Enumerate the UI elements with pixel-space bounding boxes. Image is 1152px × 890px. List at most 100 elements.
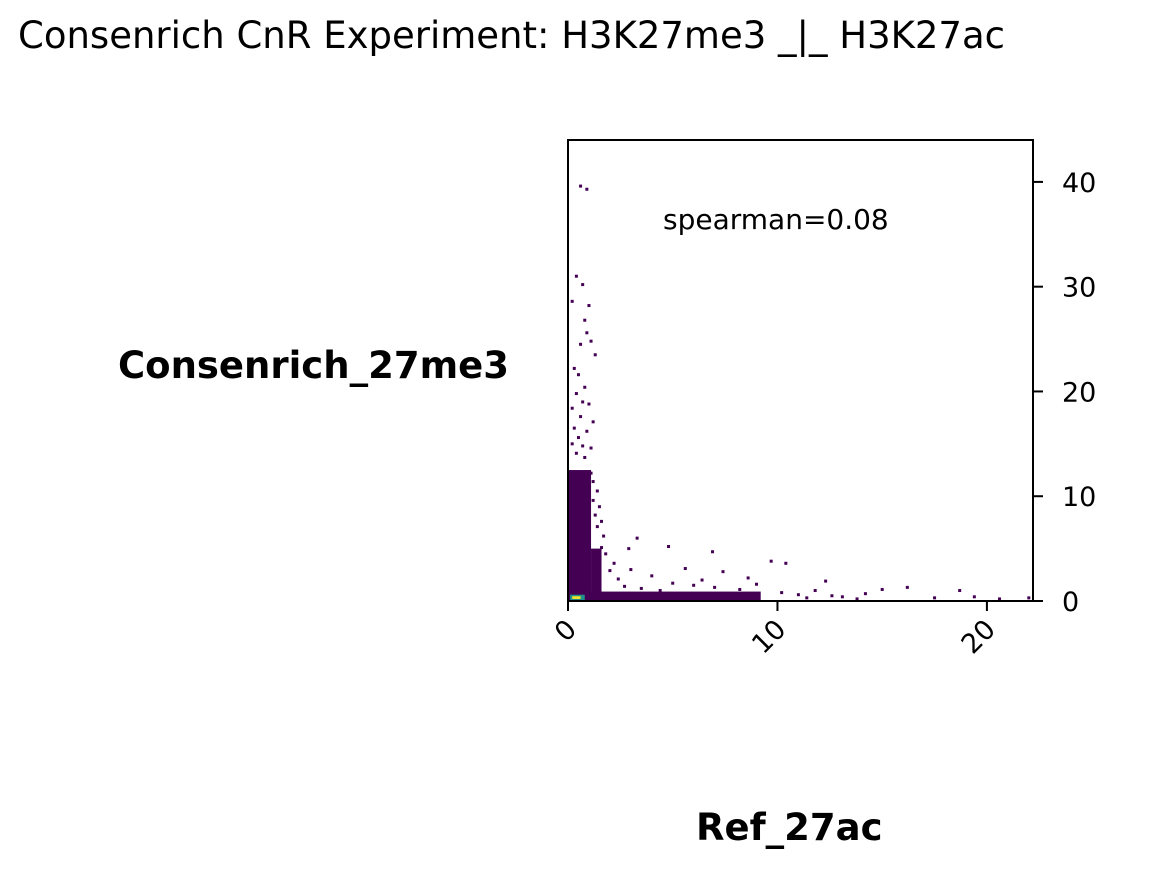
data-point <box>583 455 587 459</box>
density-column <box>568 470 592 601</box>
data-point <box>602 534 606 538</box>
data-point <box>1027 596 1031 600</box>
data-point <box>738 587 742 591</box>
data-point <box>746 576 750 580</box>
data-point <box>591 480 595 484</box>
data-point <box>589 339 593 343</box>
data-point <box>650 574 654 578</box>
density-column <box>591 548 602 601</box>
data-point <box>579 342 583 346</box>
data-point <box>671 581 675 585</box>
y-tick-label: 10 <box>1062 482 1096 513</box>
data-point <box>583 385 587 389</box>
data-point <box>608 569 612 573</box>
data-point <box>585 187 589 191</box>
data-point <box>958 589 962 593</box>
data-point <box>581 283 585 287</box>
data-point <box>595 489 599 493</box>
data-point <box>600 519 604 523</box>
y-tick-label: 0 <box>1062 587 1079 618</box>
data-point <box>572 366 576 370</box>
data-point <box>880 587 884 591</box>
data-point <box>840 595 844 599</box>
data-point <box>683 567 687 571</box>
data-point <box>933 596 937 600</box>
y-tick-label: 20 <box>1062 377 1096 408</box>
data-point <box>585 429 589 433</box>
data-point <box>639 586 643 590</box>
data-point <box>581 400 585 404</box>
data-point <box>855 597 859 601</box>
spearman-annotation: spearman=0.08 <box>663 203 889 236</box>
data-point <box>581 444 585 448</box>
x-tick-label: 0 <box>549 614 583 648</box>
data-point <box>591 420 595 424</box>
data-point <box>572 426 576 430</box>
data-point <box>595 525 599 529</box>
x-tick-label: 10 <box>746 614 792 660</box>
data-point <box>667 545 671 549</box>
data-point <box>796 593 800 597</box>
data-point <box>830 594 834 598</box>
data-point <box>755 582 759 586</box>
data-point <box>585 331 589 335</box>
data-point <box>570 406 574 410</box>
data-point <box>616 577 620 581</box>
data-point <box>784 561 788 565</box>
data-point <box>574 392 578 396</box>
data-point <box>824 579 828 583</box>
x-tick-label: 20 <box>956 614 1002 660</box>
data-point <box>587 304 591 308</box>
data-point <box>627 547 631 551</box>
data-point <box>583 318 587 322</box>
data-point <box>574 274 578 278</box>
data-point <box>805 596 809 600</box>
data-point <box>863 592 867 596</box>
chart-title: Consenrich CnR Experiment: H3K27me3 _|_ … <box>18 14 1005 57</box>
data-point <box>587 402 591 406</box>
data-point <box>713 585 717 589</box>
x-axis-label: Ref_27ac <box>696 806 883 849</box>
data-point <box>604 552 608 556</box>
data-point <box>576 436 580 440</box>
data-point <box>711 550 715 554</box>
data-point <box>780 591 784 595</box>
data-point <box>593 353 597 357</box>
data-point <box>589 446 593 450</box>
y-axis-ticks: 0 10 20 30 40 <box>1033 168 1096 618</box>
density-band <box>568 591 761 601</box>
y-tick-label: 30 <box>1062 273 1096 304</box>
data-point <box>593 513 597 517</box>
data-point <box>600 546 604 550</box>
data-point <box>570 299 574 303</box>
data-point <box>579 415 583 419</box>
x-axis-ticks: 0 10 20 <box>549 601 1002 660</box>
data-point <box>905 585 909 589</box>
data-point <box>629 568 633 572</box>
data-point <box>570 442 574 446</box>
data-point <box>635 536 639 540</box>
data-point <box>597 505 601 509</box>
data-point <box>591 498 595 502</box>
data-point <box>579 184 583 188</box>
density-peak <box>572 596 581 599</box>
data-point <box>574 451 578 455</box>
data-point <box>692 583 696 587</box>
data-point <box>597 558 601 562</box>
density-cluster <box>568 470 761 601</box>
data-point <box>576 373 580 377</box>
data-point <box>997 597 1001 601</box>
data-point <box>972 595 976 599</box>
data-point <box>587 486 591 490</box>
y-tick-label: 40 <box>1062 168 1096 199</box>
data-point <box>700 578 704 582</box>
data-point <box>612 561 616 565</box>
data-points <box>570 184 1031 601</box>
data-point <box>721 570 725 574</box>
data-point <box>813 589 817 593</box>
data-point <box>623 584 627 588</box>
plot-frame <box>567 139 1034 602</box>
data-point <box>589 471 593 475</box>
data-point <box>769 559 773 563</box>
